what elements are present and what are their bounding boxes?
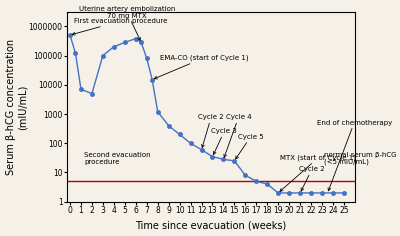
Text: Cycle 4: Cycle 4 (224, 114, 251, 157)
Text: Cycle 2: Cycle 2 (299, 166, 325, 191)
Text: Uterine artery embolization
70 mg MTX: Uterine artery embolization 70 mg MTX (79, 6, 175, 40)
Text: Cycle 5: Cycle 5 (236, 134, 263, 159)
X-axis label: Time since evacuation (weeks): Time since evacuation (weeks) (135, 220, 286, 230)
Text: normal serum β-hCG
(<5 mIU/mL): normal serum β-hCG (<5 mIU/mL) (324, 152, 397, 165)
Y-axis label: Serum β-hCG concentration
(mIU/mL): Serum β-hCG concentration (mIU/mL) (6, 39, 27, 175)
Text: End of chemotherapy: End of chemotherapy (316, 120, 392, 191)
Text: Second evacuation
procedure: Second evacuation procedure (84, 152, 151, 165)
Text: MTX (start of Cycle 1): MTX (start of Cycle 1) (280, 154, 356, 191)
Text: EMA-CO (start of Cycle 1): EMA-CO (start of Cycle 1) (154, 55, 248, 79)
Text: Cycle 3: Cycle 3 (211, 128, 237, 155)
Text: First evacuation procedure: First evacuation procedure (72, 18, 168, 35)
Text: Cycle 2: Cycle 2 (198, 114, 224, 148)
